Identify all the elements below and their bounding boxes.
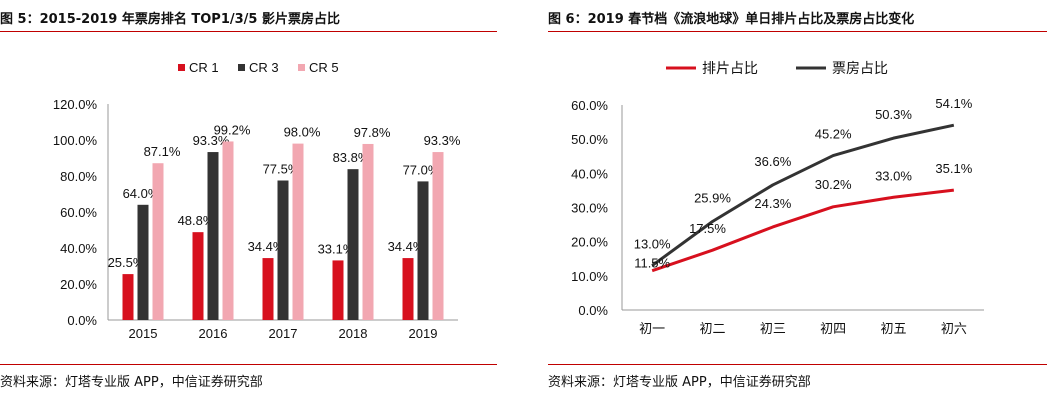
- legend-label-cr5: CR 5: [309, 60, 339, 75]
- data-label-cr1: 34.4%: [248, 239, 285, 254]
- x-tick-label: 初四: [820, 321, 846, 336]
- data-label-cr1: 34.4%: [388, 239, 425, 254]
- data-label-cr1: 48.8%: [178, 213, 215, 228]
- y-tick-label: 30.0%: [571, 201, 608, 216]
- bar-cr5: [152, 163, 164, 320]
- x-tick-label: 2018: [339, 326, 368, 341]
- y-tick-label: 10.0%: [571, 269, 608, 284]
- bar-cr1: [122, 274, 134, 320]
- bar-cr3: [347, 169, 359, 320]
- data-label-cr5: 93.3%: [424, 133, 461, 148]
- bar-cr3: [207, 152, 219, 320]
- data-label-cr3: 83.8%: [333, 150, 370, 165]
- data-label-cr3: 77.0%: [403, 162, 440, 177]
- x-tick-label: 初一: [639, 321, 665, 336]
- figure-6-title: 图 6：2019 春节档《流浪地球》单日排片占比及票房占比变化: [548, 12, 915, 27]
- figure-5-top-rule: [0, 31, 497, 32]
- figure-5-panel: 图 5：2015-2019 年票房排名 TOP1/3/5 影片票房占比 CR 1…: [0, 0, 510, 404]
- bar-cr3: [417, 181, 429, 320]
- data-label-0: 33.0%: [875, 168, 912, 183]
- y-tick-label: 40.0%: [60, 241, 97, 256]
- x-tick-label: 初六: [941, 321, 967, 336]
- bar-cr5: [362, 143, 374, 320]
- x-tick-label: 2015: [129, 326, 158, 341]
- legend-swatch-cr3: [238, 64, 245, 71]
- bar-cr5: [222, 141, 234, 320]
- series-line-0: [651, 188, 955, 273]
- data-label-cr5: 98.0%: [284, 125, 321, 140]
- data-label-cr1: 33.1%: [318, 241, 355, 256]
- y-tick-label: 80.0%: [60, 169, 97, 184]
- data-label-0: 17.5%: [689, 221, 726, 236]
- bar-cr1: [332, 260, 344, 320]
- data-label-cr1: 25.5%: [108, 255, 145, 270]
- figure-6-panel: 图 6：2019 春节档《流浪地球》单日排片占比及票房占比变化 排片占比 票房占比…: [548, 0, 1047, 404]
- y-tick-label: 60.0%: [60, 205, 97, 220]
- x-tick-label: 初二: [699, 321, 725, 336]
- x-tick-label: 2017: [269, 326, 298, 341]
- bar-cr5: [432, 152, 444, 320]
- figure-6-source: 资料来源：灯塔专业版 APP，中信证券研究部: [548, 375, 811, 390]
- data-label-1: 54.1%: [935, 96, 972, 111]
- y-tick-label: 60.0%: [571, 98, 608, 113]
- bar-cr3: [277, 180, 289, 320]
- figure-6-line-chart: 排片占比 票房占比 0.0% 10.0% 20.0% 30.0% 40.0% 50.0% 60.…: [571, 60, 984, 336]
- figure-5-title: 图 5：2015-2019 年票房排名 TOP1/3/5 影片票房占比: [0, 12, 340, 27]
- series-line-1: [651, 123, 955, 267]
- data-label-1: 50.3%: [875, 107, 912, 122]
- x-tick-label: 初三: [760, 321, 786, 336]
- y-tick-label: 120.0%: [53, 97, 98, 112]
- legend-label-cr1: CR 1: [189, 60, 219, 75]
- data-label-1: 13.0%: [634, 237, 671, 252]
- y-tick-label: 0.0%: [578, 303, 608, 318]
- data-label-cr3: 77.5%: [263, 162, 300, 177]
- bar-cr1: [262, 258, 274, 320]
- data-label-cr5: 97.8%: [354, 125, 391, 140]
- legend-swatch-cr1: [178, 64, 185, 71]
- figure-6-top-rule: [548, 31, 1047, 32]
- y-tick-label: 20.0%: [60, 277, 97, 292]
- legend-label-0: 排片占比: [702, 60, 758, 76]
- bar-cr1: [192, 232, 204, 320]
- data-label-cr5: 87.1%: [144, 144, 181, 159]
- x-tick-label: 2016: [199, 326, 228, 341]
- data-label-1: 45.2%: [815, 127, 852, 142]
- data-label-0: 11.5%: [634, 256, 670, 271]
- bar-cr1: [402, 258, 414, 320]
- figure-5-source: 资料来源：灯塔专业版 APP，中信证券研究部: [0, 375, 263, 390]
- data-label-0: 24.3%: [754, 196, 791, 211]
- x-tick-label: 初五: [880, 321, 906, 336]
- data-label-cr3: 64.0%: [123, 186, 160, 201]
- data-label-0: 30.2%: [815, 177, 852, 192]
- y-tick-label: 20.0%: [571, 235, 608, 250]
- x-tick-label: 2019: [409, 326, 438, 341]
- figure-5-bar-chart: CR 1 CR 3 CR 5 0.0% 20.0% 40.0% 60.0% 80.0% 100.…: [53, 60, 461, 341]
- legend-swatch-cr5: [298, 64, 305, 71]
- data-label-cr5: 99.2%: [214, 122, 251, 137]
- data-label-1: 36.6%: [754, 154, 791, 169]
- y-tick-label: 40.0%: [571, 166, 608, 181]
- legend-label-cr3: CR 3: [249, 60, 279, 75]
- y-tick-label: 100.0%: [53, 133, 98, 148]
- data-label-1: 25.9%: [694, 191, 731, 206]
- figure-6-bottom-rule: [548, 364, 1047, 365]
- y-tick-label: 50.0%: [571, 132, 608, 147]
- data-label-cr3: 93.3%: [193, 133, 230, 148]
- bar-cr5: [292, 143, 304, 320]
- legend-label-1: 票房占比: [832, 60, 888, 76]
- data-label-0: 35.1%: [935, 161, 972, 176]
- bar-cr3: [137, 204, 149, 320]
- figure-5-bottom-rule: [0, 364, 497, 365]
- y-tick-label: 0.0%: [67, 313, 97, 328]
